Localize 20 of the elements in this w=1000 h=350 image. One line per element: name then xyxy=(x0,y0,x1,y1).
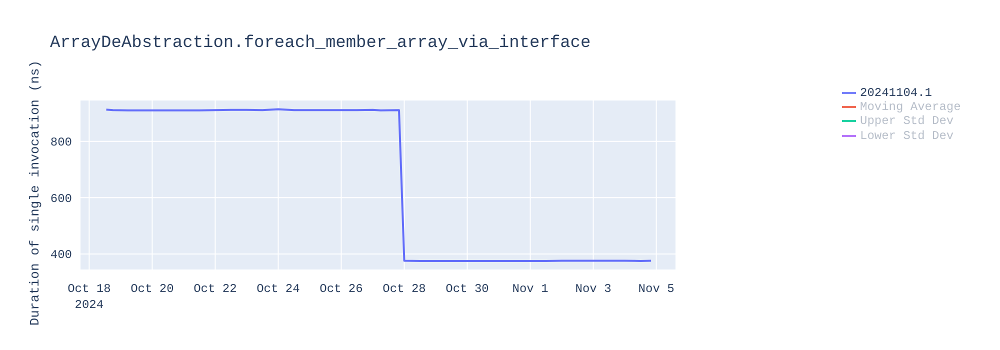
x-tick-label: Oct 20 xyxy=(130,282,174,296)
y-axis-title: Duration of single invocation (ns) xyxy=(28,60,42,326)
y-tick-label: 600 xyxy=(50,192,72,206)
y-tick-label: 800 xyxy=(50,136,72,150)
line-series xyxy=(105,108,652,262)
x-tick-label: Oct 18 2024 xyxy=(68,282,111,312)
x-tick-label: Oct 28 xyxy=(382,282,426,296)
x-tick-label: Nov 1 xyxy=(512,282,548,296)
x-tick-label: Oct 26 xyxy=(320,282,363,296)
legend-label: 20241104.1 xyxy=(860,86,932,100)
y-tick-label: 400 xyxy=(50,248,72,262)
x-tick-label: Oct 30 xyxy=(446,282,489,296)
legend-label: Upper Std Dev xyxy=(860,114,954,129)
legend-label: Moving Average xyxy=(860,100,961,114)
chart-title: ArrayDeAbstraction.foreach_member_array_via_interface xyxy=(50,34,591,53)
x-tick-label: Oct 22 xyxy=(194,282,237,296)
legend-label: Lower Std Dev xyxy=(860,128,954,143)
x-tick-label: Oct 24 xyxy=(256,282,300,296)
x-tick-label: Nov 5 xyxy=(638,282,674,296)
x-tick-label: Nov 3 xyxy=(575,282,612,296)
